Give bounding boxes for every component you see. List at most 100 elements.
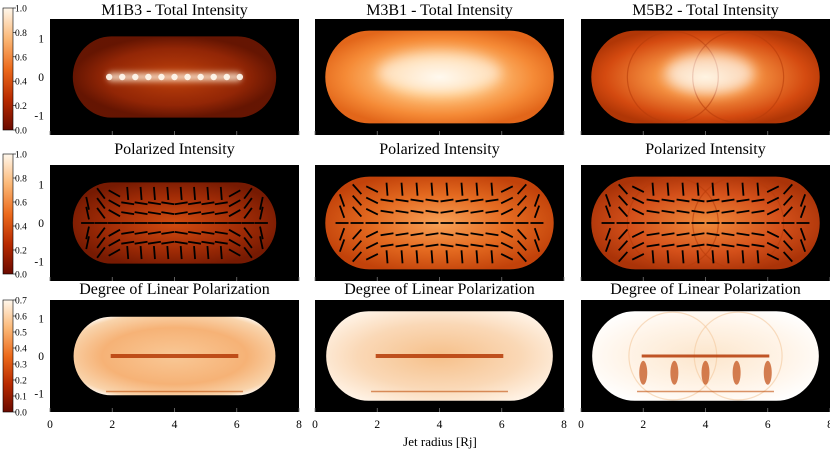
polarization-vector [243,246,253,259]
polarization-vector [618,240,629,251]
knot [210,73,217,81]
polarization-vector [400,182,404,196]
polarization-vector [243,236,253,249]
polarization-vector [661,198,675,203]
polarization-vector [485,243,499,248]
panel-title-r2c3: Polarized Intensity [645,141,765,158]
polarization-vector [445,250,449,264]
polarization-vectors [335,182,544,264]
colorbar-tick-label: 1.0 [15,5,27,15]
colorbar-tick-label: 0.1 [15,393,27,403]
x-tick-label: 0 [578,419,584,431]
polarization-vector [228,199,241,208]
polarization-vector [96,246,106,259]
polarization-vector [126,186,130,200]
x-tick-label: 6 [234,419,240,431]
heatmap-panel-r2c2 [314,165,565,281]
polarization-vector [604,205,612,219]
polarization-vector [500,241,514,250]
polarization-vector [500,253,514,261]
colorbar-tick-label: 0.4 [15,78,27,88]
polarization-vector [756,182,760,196]
polarization-vector [96,207,106,219]
polarization-vector [96,236,106,249]
polarization-vector [618,206,629,218]
polarization-vector [214,201,228,206]
polarization-vector [410,198,424,203]
panel-title-r1c1: M1B3 - Total Intensity [101,2,248,19]
polarization-vector [134,211,148,216]
polarization-vector [516,195,527,206]
polarization-vector [214,240,228,245]
x-tick-label: 2 [640,419,646,431]
x-tick-label: 0 [312,419,318,431]
polarization-vector [782,195,793,206]
polarization-vector [736,243,750,248]
knot [158,73,165,81]
colorbar-row2 [2,153,14,275]
polarization-vector [410,209,424,214]
polarization-vector [490,250,494,264]
colorbar-tick-label: 0.8 [15,29,27,39]
x-tick-label: 4 [172,419,178,431]
polarization-vector [365,185,379,193]
polarization-vector [676,243,690,248]
knot [223,73,230,81]
knot [105,73,113,81]
polarization-vector [676,232,690,237]
x-tick-label: 2 [109,419,115,431]
polarization-vector [126,246,130,260]
polarization-vector [766,230,780,238]
polarization-vector [161,240,175,245]
polarization-vector [259,226,264,240]
polarization-vector [187,240,202,245]
heatmap-panel-r2c1 [49,165,300,281]
polarization-vector [96,187,106,200]
colorbars [2,7,14,413]
polarization-vector [696,250,700,264]
panel-title-r3c1: Degree of Linear Polarization [79,281,270,298]
panel-title-r2c1: Polarized Intensity [114,141,234,158]
polarization-vector [147,230,162,235]
polarization-vector [139,186,143,200]
polarization-vector [201,201,215,206]
polarization-vector [736,209,750,214]
polarization-vector [721,209,735,214]
polarization-vector [666,182,670,196]
y-tick-label: 1 [38,33,44,45]
polarization-vector [500,185,514,193]
polarization-vector [243,197,253,210]
colorbar-tick-label: 0.8 [15,175,27,185]
polarization-vector [721,198,735,203]
polarization-vector [352,240,363,251]
polarization-vector [799,205,807,219]
polarization-vector [201,211,215,216]
y-tick-label: 0 [38,218,44,230]
polarization-vector [228,248,241,257]
y-tick-label: 1 [38,179,44,191]
polarization-vector [259,196,264,210]
polarization-vector [618,195,629,206]
depolarized-knot [670,360,679,385]
polarization-vector [631,230,645,238]
polarization-vector [799,239,807,252]
polarization-vector [696,182,700,196]
polarization-vector [338,205,346,219]
polarization-vector [533,227,541,241]
panel-title-r1c2: M3B1 - Total Intensity [366,2,513,19]
polarization-vector [352,206,363,218]
polarization-vector [85,236,90,250]
polarization-vector [108,228,121,237]
polarization-vector [475,250,479,264]
polarization-vector [85,226,90,240]
polarization-vector [485,198,499,203]
polarization-vector [751,198,765,203]
polarization-vector [385,250,389,264]
polarization-vector [516,183,527,195]
bright-core [377,52,502,94]
polarization-vector [604,239,612,252]
polarization-vector [134,230,148,235]
panels [49,19,830,412]
x-axis-label: Jet radius [Rj] [403,434,477,449]
